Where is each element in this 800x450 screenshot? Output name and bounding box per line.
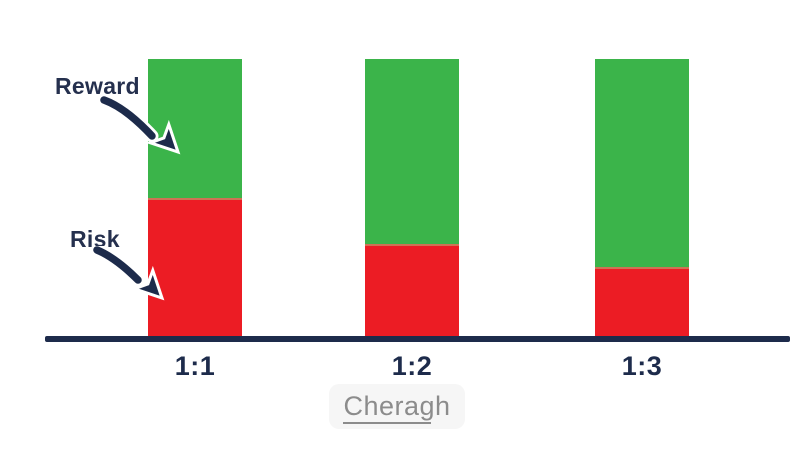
reward-segment — [365, 59, 459, 244]
reward-segment — [148, 59, 242, 198]
watermark-underline — [343, 422, 432, 424]
risk-arrow-icon — [92, 246, 165, 301]
watermark-text: Cheragh — [343, 391, 451, 424]
tick-label-1-3: 1:3 — [621, 351, 663, 381]
bar-ratio-1-3 — [595, 59, 689, 336]
reward-arrow-icon — [98, 96, 181, 155]
reward-segment — [595, 59, 689, 267]
tick-label-1-1: 1:1 — [174, 351, 216, 381]
reward-label: Reward — [55, 73, 140, 99]
watermark-label: Cheragh — [343, 391, 451, 421]
risk-segment — [148, 197, 242, 336]
risk-segment — [595, 266, 689, 336]
bar-ratio-1-1 — [148, 59, 242, 336]
x-axis-line — [45, 336, 790, 342]
bar-ratio-1-2 — [365, 59, 459, 336]
risk-segment — [365, 243, 459, 336]
watermark-badge: Cheragh — [329, 384, 465, 429]
tick-label-1-2: 1:2 — [391, 351, 433, 381]
